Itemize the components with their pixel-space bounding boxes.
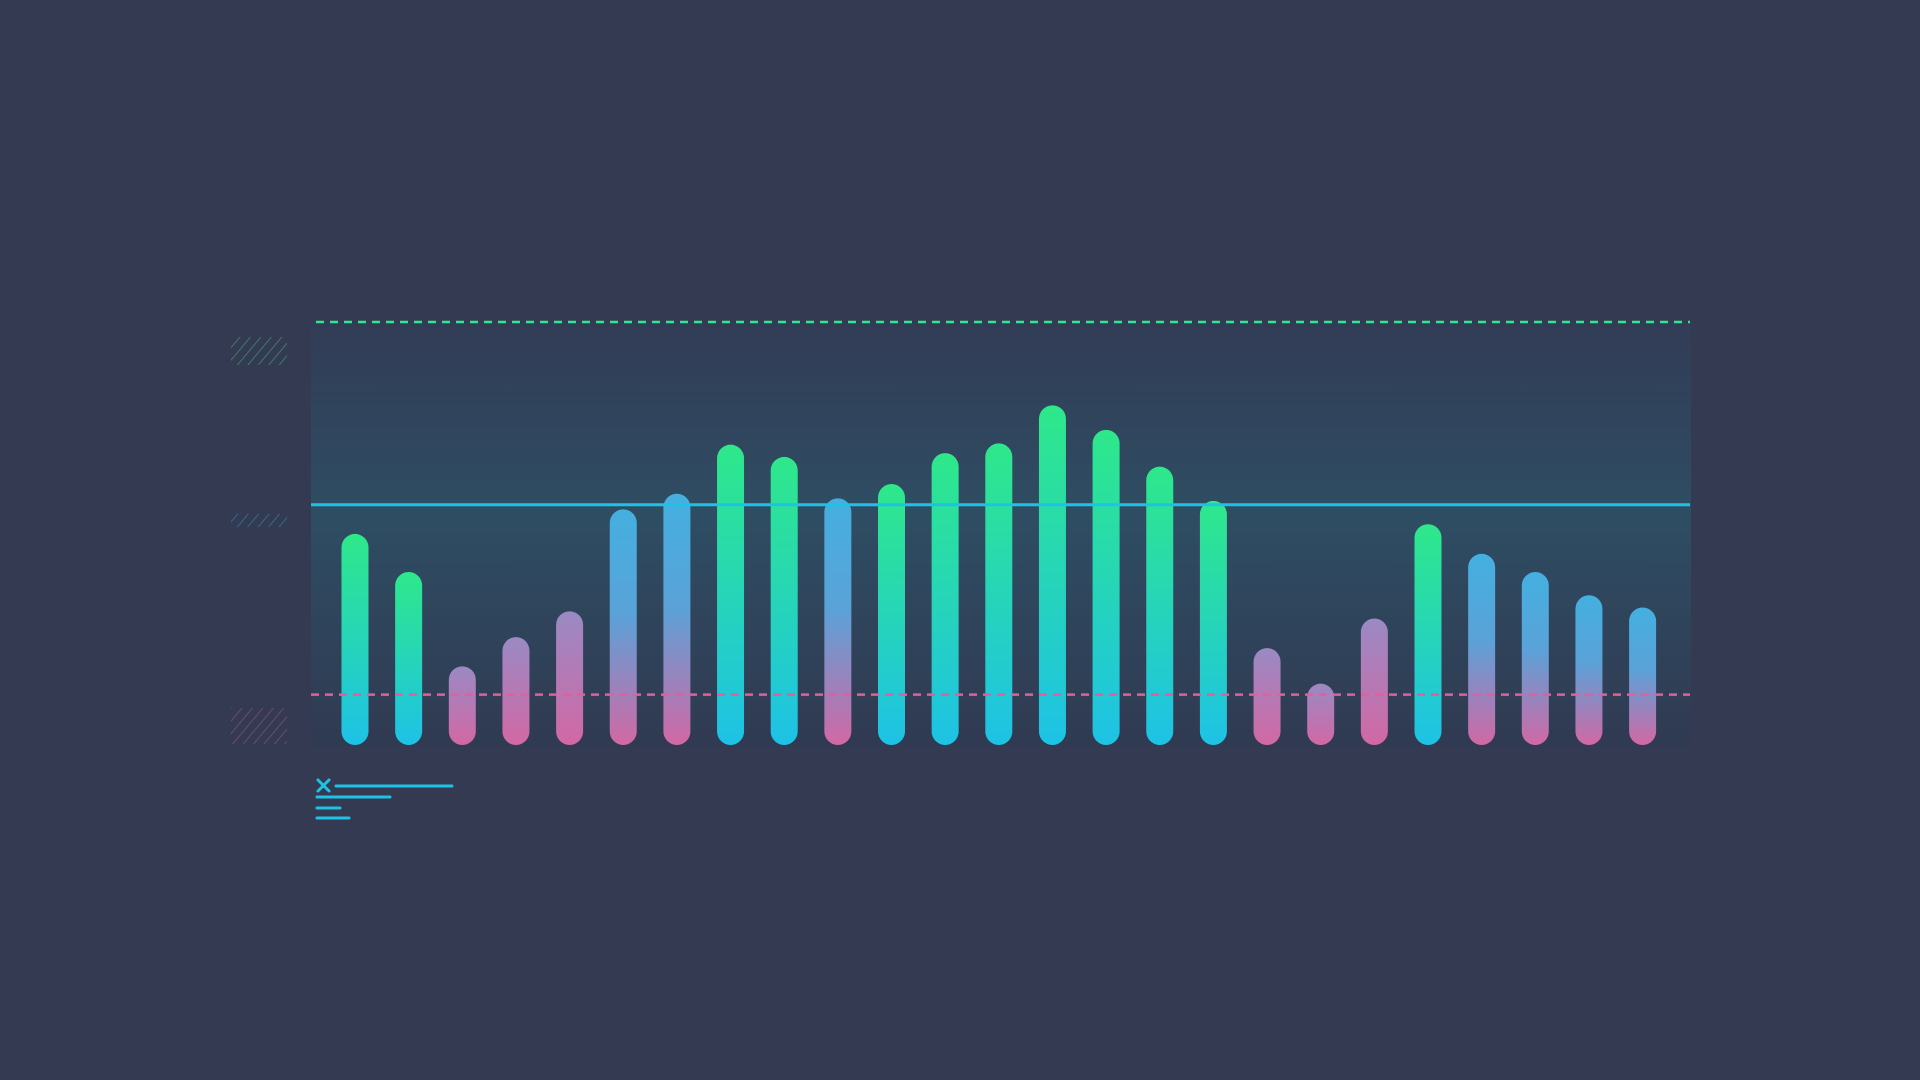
bar-10 [824,498,852,745]
bar-6 [609,509,637,745]
bar-24 [1575,595,1603,745]
bar-20 [1360,618,1388,745]
bar-14 [1038,405,1066,745]
close-x-icon[interactable] [316,778,331,793]
bar-9 [770,456,798,745]
bar-1 [341,533,369,745]
bar-8 [717,444,745,745]
upper-hatch-marker [231,337,287,365]
lower-hatch-marker [231,708,287,744]
bar-13 [985,443,1013,745]
bar-22 [1468,553,1496,745]
reference-lines-group [311,320,1690,696]
bar-2 [395,571,423,745]
bar-17 [1199,500,1227,745]
middle-hatch-marker [231,514,287,527]
legend [315,778,454,820]
bar-16 [1146,466,1174,745]
bar-15 [1092,429,1120,745]
bar-18 [1253,648,1281,745]
bar-5 [556,611,584,745]
bar-25 [1629,607,1657,745]
bar-19 [1307,683,1335,745]
bar-12 [931,453,959,745]
bar-3 [448,666,476,745]
bars-group [341,405,1657,745]
bar-11 [878,484,905,745]
bar-23 [1521,571,1549,745]
bar-21 [1414,524,1442,745]
bar-4 [502,637,530,745]
bar-7 [663,493,691,745]
